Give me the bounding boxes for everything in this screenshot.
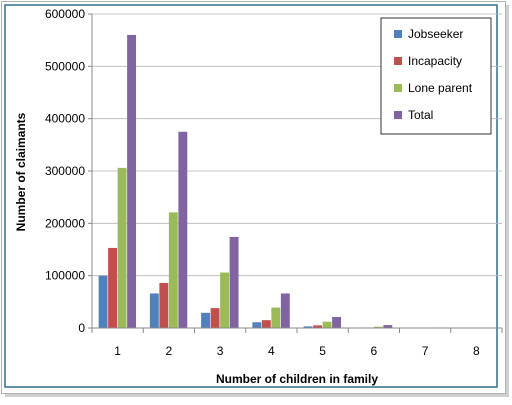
x-tick-label: 3	[217, 344, 224, 358]
x-tick-label: 8	[473, 344, 480, 358]
bar-total-cat-2	[178, 132, 187, 328]
legend-swatch-total	[394, 111, 402, 119]
legend-label-incapacity: Incapacity	[408, 54, 462, 68]
legend-swatch-incapacity	[394, 57, 402, 65]
bar-total-cat-4	[281, 293, 290, 328]
bar-incapacity-cat-4	[262, 320, 271, 328]
bar-incapacity-cat-1	[108, 248, 117, 328]
bar-incapacity-cat-3	[211, 308, 220, 328]
y-tick-label: 300000	[45, 164, 85, 178]
bar-jobseeker-cat-3	[201, 313, 210, 328]
x-tick-label: 2	[166, 344, 173, 358]
y-tick-label: 0	[78, 321, 85, 335]
x-tick-label: 7	[422, 344, 429, 358]
y-axis-label: Number of claimants	[14, 112, 28, 231]
bar-incapacity-cat-2	[159, 283, 168, 328]
legend-label-lone-parent: Lone parent	[408, 81, 473, 95]
bar-lone-parent-cat-4	[271, 308, 280, 328]
legend-label-jobseeker: Jobseeker	[408, 27, 463, 41]
x-tick-label: 5	[319, 344, 326, 358]
bar-lone-parent-cat-1	[118, 168, 127, 328]
y-tick-label: 500000	[45, 59, 85, 73]
bar-jobseeker-cat-2	[150, 293, 159, 328]
x-tick-label: 4	[268, 344, 275, 358]
bar-total-cat-3	[230, 237, 239, 328]
bar-lone-parent-cat-2	[169, 212, 178, 328]
bar-lone-parent-cat-5	[323, 322, 332, 328]
bar-total-cat-1	[127, 35, 136, 328]
bar-lone-parent-cat-3	[220, 273, 229, 328]
bar-total-cat-5	[332, 317, 341, 328]
legend: Jobseeker Incapacity Lone parent Total	[381, 18, 491, 134]
legend-label-total: Total	[408, 108, 433, 122]
y-tick-label: 600000	[45, 7, 85, 21]
x-tick-label: 1	[114, 344, 121, 358]
y-tick-label: 100000	[45, 269, 85, 283]
x-tick-label: 6	[371, 344, 378, 358]
bar-jobseeker-cat-1	[99, 276, 108, 328]
y-tick-label: 200000	[45, 216, 85, 230]
y-tick-label: 400000	[45, 112, 85, 126]
legend-swatch-jobseeker	[394, 30, 402, 38]
legend-swatch-lone-parent	[394, 84, 402, 92]
bar-jobseeker-cat-4	[252, 322, 261, 328]
x-axis-label: Number of children in family	[216, 372, 378, 386]
